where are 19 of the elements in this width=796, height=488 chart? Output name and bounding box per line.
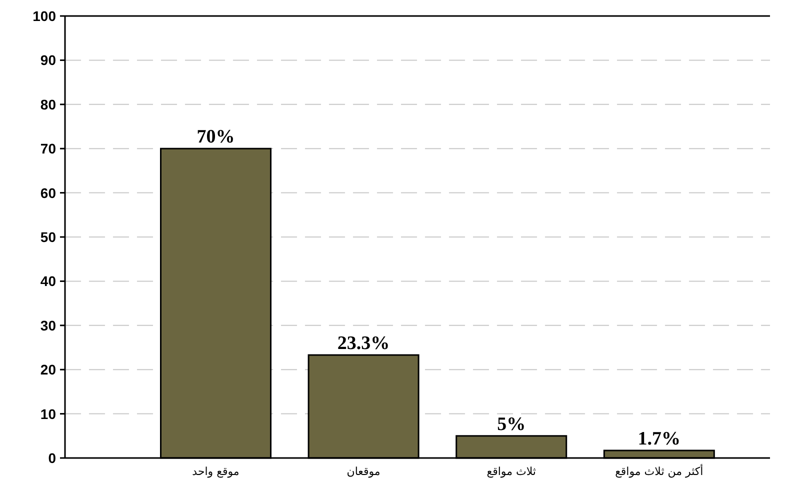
y-tick-label: 40: [40, 273, 56, 290]
data-label: 70%: [196, 126, 235, 148]
y-tick-label: 90: [40, 52, 56, 68]
y-tick-label: 60: [40, 184, 56, 201]
data-label: 5%: [497, 414, 526, 435]
x-tick-label: موقعان: [346, 465, 380, 478]
y-tick-label: 20: [40, 362, 56, 378]
y-tick-label: 30: [40, 317, 56, 334]
x-tick-label: ثلاث مواقع: [486, 465, 536, 478]
y-tick-label: 70: [40, 140, 56, 157]
data-label: 1.7%: [638, 428, 681, 450]
x-tick-label: موقع واحد: [192, 465, 240, 478]
y-tick-label: 50: [40, 229, 56, 245]
y-tick-label: 10: [40, 406, 56, 422]
y-tick-label: 80: [40, 96, 56, 112]
y-tick-label: 0: [48, 450, 56, 466]
x-tick-label: أكثر من ثلاث مواقع: [615, 464, 704, 478]
data-label: 23.3%: [337, 333, 390, 354]
y-tick-label: 100: [32, 8, 56, 24]
